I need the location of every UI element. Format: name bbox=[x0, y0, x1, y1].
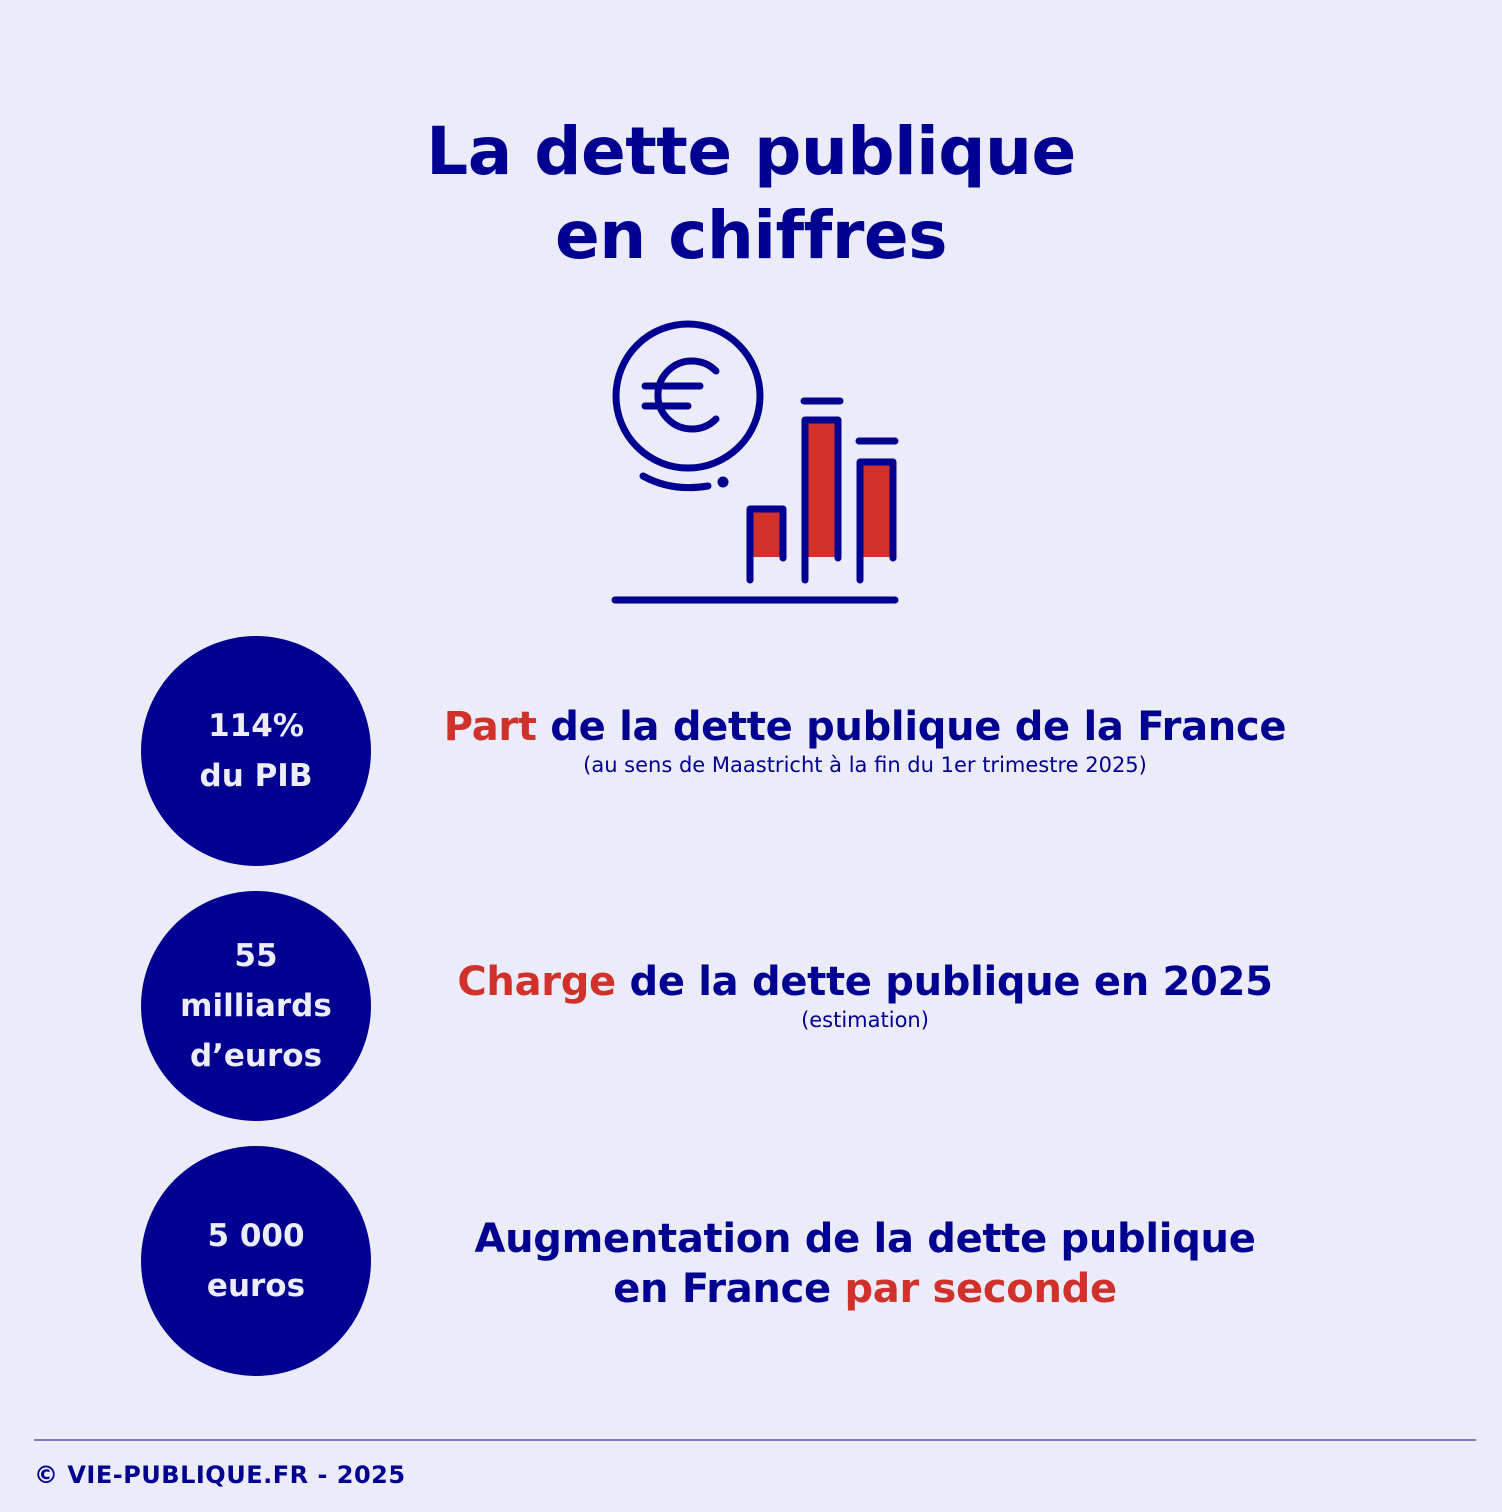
stat-note: (au sens de Maastricht à la fin du 1er t… bbox=[583, 753, 1147, 777]
stat-text: de la dette publique de la France bbox=[536, 704, 1287, 750]
stat-headline: Part de la dette publique de la France bbox=[380, 702, 1350, 752]
stat-text: en France bbox=[613, 1266, 845, 1312]
stat-headline-line-1: Augmentation de la dette publique bbox=[474, 1216, 1256, 1262]
stat-circle-debt-charge: 55 milliards d’euros bbox=[141, 891, 371, 1121]
stat-highlight: Charge bbox=[457, 959, 616, 1005]
stat-note: (estimation) bbox=[801, 1008, 929, 1032]
stat-description-debt-ratio: Part de la dette publique de la France (… bbox=[380, 702, 1350, 778]
stat-value-line: 114% bbox=[208, 708, 304, 744]
stat-value-line: 5 000 bbox=[207, 1218, 305, 1254]
page-title: La dette publique en chiffres bbox=[0, 110, 1502, 278]
euro-coin-bar-chart-icon bbox=[600, 310, 910, 610]
footer-credit: © VIE-PUBLIQUE.FR - 2025 bbox=[34, 1461, 406, 1489]
stat-text: de la dette publique en 2025 bbox=[615, 959, 1273, 1005]
stat-headline-line-2: en France par seconde bbox=[380, 1264, 1350, 1314]
stat-highlight: par seconde bbox=[844, 1266, 1117, 1312]
footer-divider bbox=[34, 1439, 1476, 1441]
stat-value-line: du PIB bbox=[199, 758, 313, 794]
stat-circle-debt-ratio: 114% du PIB bbox=[141, 636, 371, 866]
stat-value-line: d’euros bbox=[189, 1038, 323, 1074]
title-line-1: La dette publique bbox=[426, 113, 1076, 191]
stat-headline: Charge de la dette publique en 2025 bbox=[380, 957, 1350, 1007]
stat-circle-debt-increase: 5 000 euros bbox=[141, 1146, 371, 1376]
stat-description-debt-increase: Augmentation de la dette publique en Fra… bbox=[380, 1214, 1350, 1314]
title-line-2: en chiffres bbox=[555, 197, 947, 275]
stat-value-line: milliards bbox=[180, 988, 332, 1024]
stat-description-debt-charge: Charge de la dette publique en 2025 (est… bbox=[380, 957, 1350, 1033]
stat-value-line: euros bbox=[206, 1268, 306, 1304]
stat-highlight: Part bbox=[443, 704, 537, 750]
stat-value-line: 55 bbox=[234, 938, 278, 974]
